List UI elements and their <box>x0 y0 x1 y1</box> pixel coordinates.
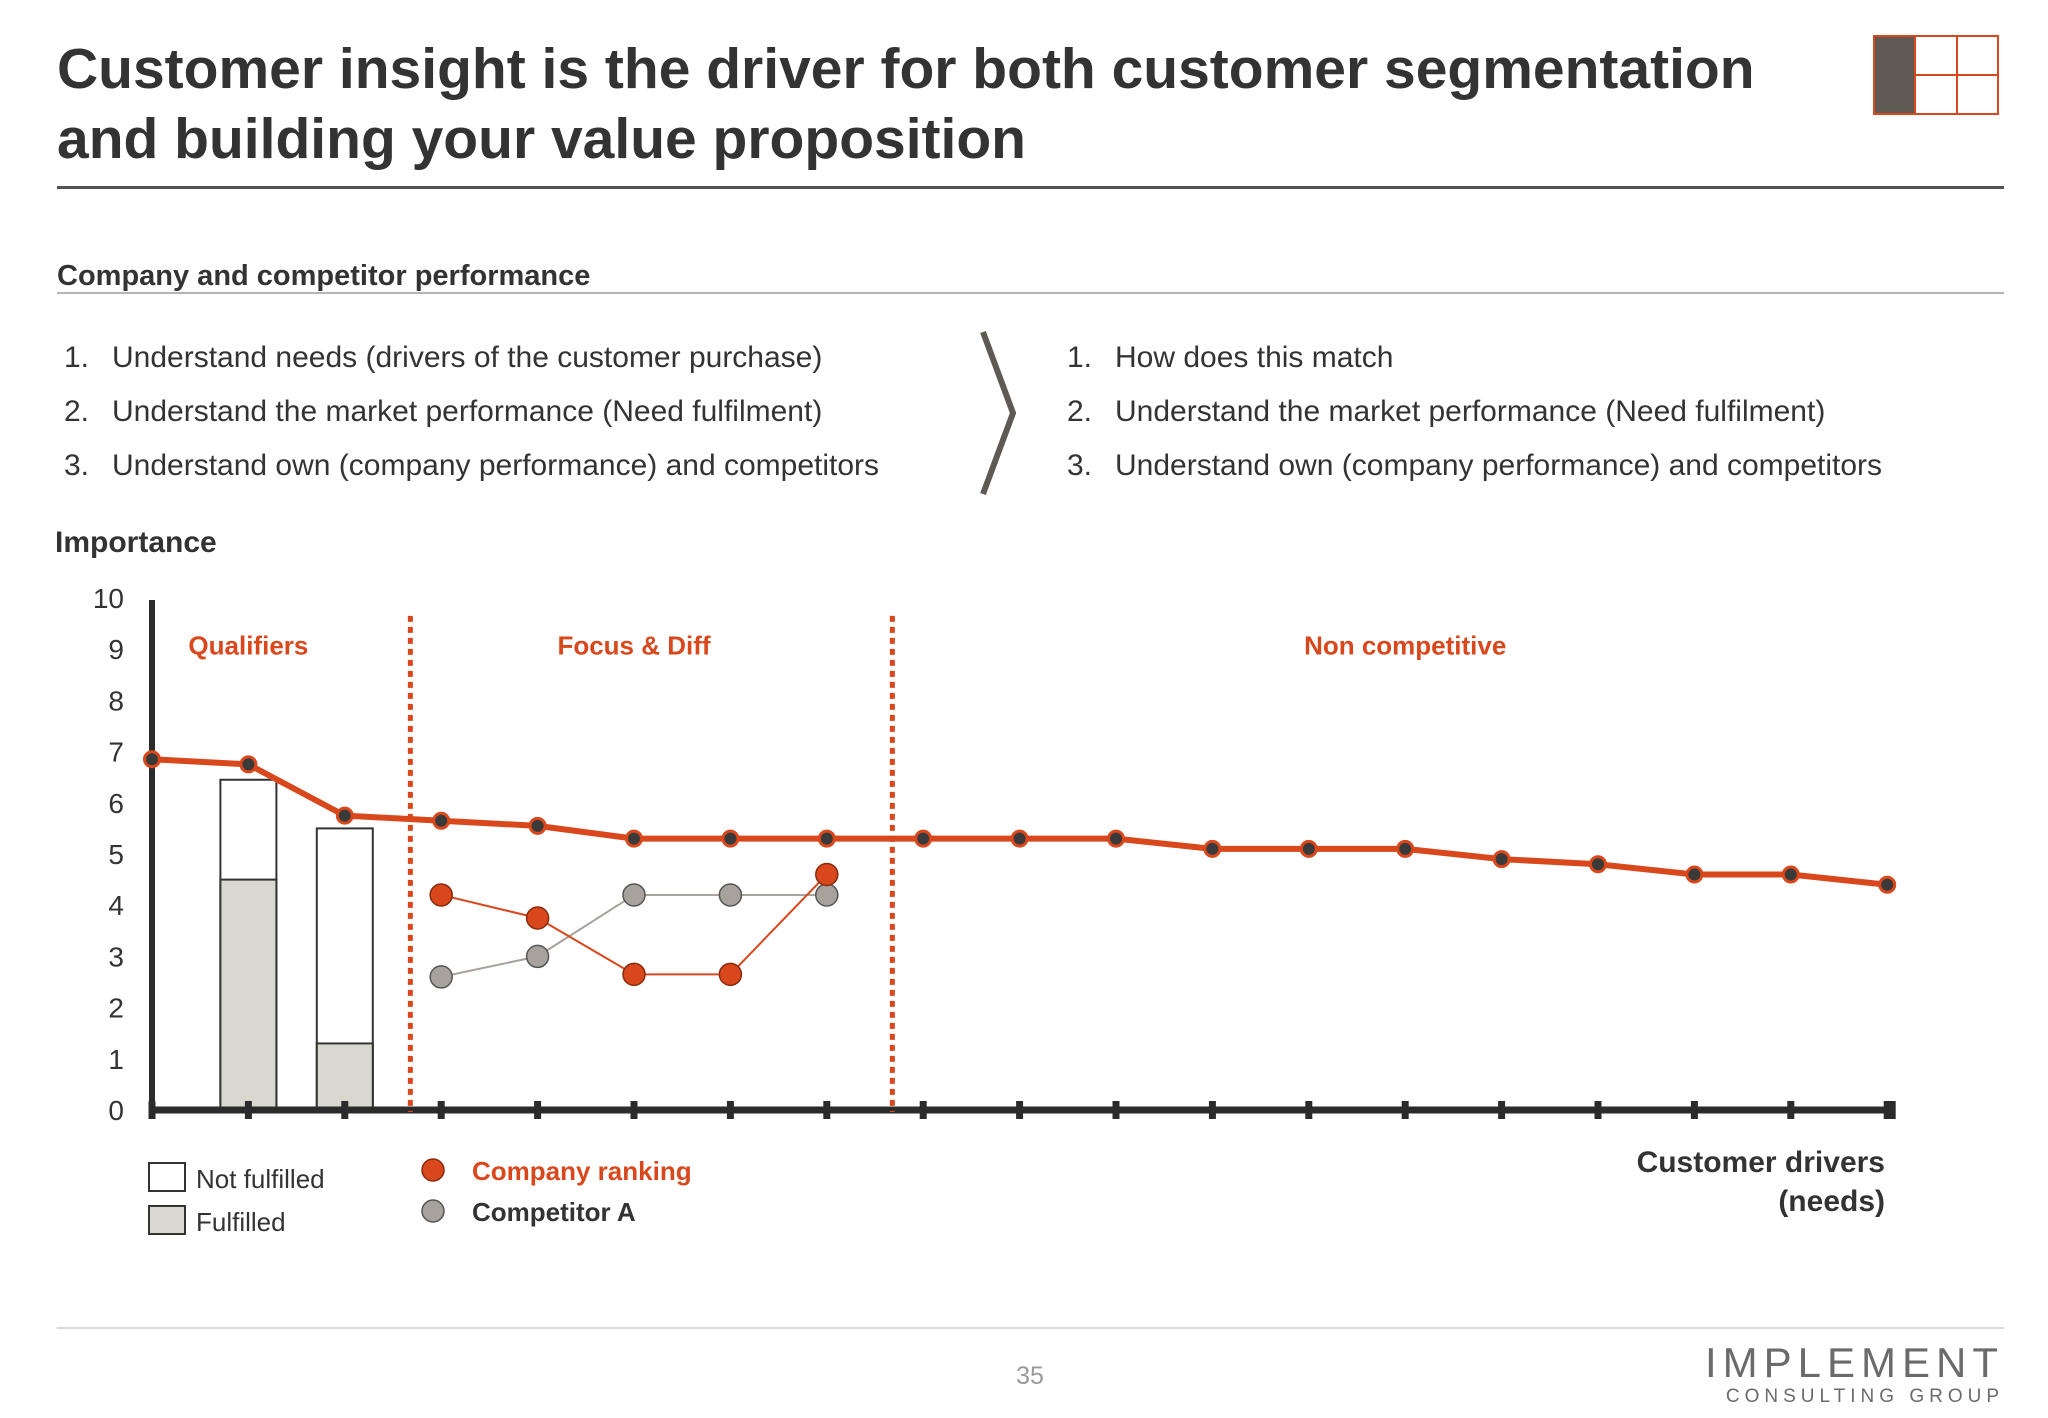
step-text: Understand the market performance (Need … <box>1115 395 1826 428</box>
title-divider <box>57 186 2004 189</box>
importance-point <box>1010 829 1029 848</box>
y-tick-label: 5 <box>108 839 124 870</box>
importance-point <box>1203 839 1222 858</box>
importance-point <box>721 829 740 848</box>
legend-swatch-not-fulfilled <box>148 1162 186 1192</box>
list-item: 2. Understand the market performance (Nee… <box>57 393 987 431</box>
company-point <box>525 906 550 930</box>
region-label: Non competitive <box>1304 630 1506 660</box>
y-tick-label: 2 <box>108 993 124 1024</box>
importance-point <box>528 816 547 835</box>
left-steps-list: 1. Understand needs (drivers of the custo… <box>57 339 987 501</box>
importance-point <box>432 811 451 830</box>
y-axis-label: Importance <box>55 526 217 559</box>
importance-point <box>239 755 258 774</box>
step-text: Understand needs (drivers of the custome… <box>112 341 823 374</box>
importance-point <box>1589 855 1607 874</box>
competitor-point <box>429 965 453 989</box>
company-point <box>429 883 453 907</box>
step-number: 1. <box>1067 341 1093 374</box>
footer-divider <box>57 1327 2004 1329</box>
x-axis-label: (needs) <box>1778 1185 1885 1218</box>
company-point <box>815 862 839 887</box>
competitor-point <box>815 883 839 907</box>
company-point <box>718 962 743 987</box>
step-number: 3. <box>1067 449 1093 482</box>
section-heading: Company and competitor performance <box>57 260 591 292</box>
list-item: 3. Understand own (company performance) a… <box>1060 447 1940 485</box>
list-item: 3. Understand own (company performance) a… <box>57 447 987 485</box>
x-axis-label: Customer drivers <box>1637 1146 1885 1179</box>
y-tick-label: 1 <box>108 1044 124 1075</box>
list-item: 1. Understand needs (drivers of the custo… <box>57 339 987 377</box>
brand-name: IMPLEMENT <box>1704 1339 2004 1386</box>
importance-line <box>151 756 1888 888</box>
competitor-point <box>622 883 646 907</box>
competitor-point <box>718 883 743 907</box>
step-number: 1. <box>64 341 90 374</box>
region-label: Focus & Diff <box>557 630 710 660</box>
y-tick-label: 7 <box>108 737 124 768</box>
y-tick-label: 4 <box>108 890 124 921</box>
importance-point <box>817 829 836 848</box>
list-item: 1. How does this match <box>1060 339 1940 377</box>
y-tick-label: 10 <box>93 583 124 614</box>
legend-label: Competitor A <box>472 1197 636 1227</box>
step-text: Understand own (company performance) and… <box>112 449 880 482</box>
step-text: Understand the market performance (Need … <box>112 395 823 428</box>
legend-label: Not fulfilled <box>196 1164 325 1194</box>
logo-mark-icon <box>1873 35 1999 115</box>
importance-point <box>1492 850 1511 869</box>
legend-label: Fulfilled <box>196 1207 286 1237</box>
y-tick-label: 9 <box>108 634 124 665</box>
logo-mark-fill <box>1875 37 1915 113</box>
page-number: 35 <box>1016 1362 1044 1390</box>
company-point <box>622 962 646 987</box>
importance-point <box>1396 839 1415 858</box>
region-label: Qualifiers <box>188 630 308 660</box>
legend-swatch-fulfilled <box>148 1205 186 1235</box>
importance-point <box>914 829 933 848</box>
y-tick-label: 3 <box>108 941 124 972</box>
importance-point <box>335 806 354 825</box>
step-text: How does this match <box>1115 341 1394 374</box>
step-number: 2. <box>64 395 90 428</box>
legend-marker-company <box>421 1158 445 1182</box>
y-tick-label: 6 <box>108 788 124 819</box>
legend-label: Company ranking <box>472 1156 692 1186</box>
bar-fulfilled <box>219 878 278 1111</box>
importance-point <box>1107 829 1125 848</box>
list-item: 2. Understand the market performance (Nee… <box>1060 393 1940 431</box>
importance-point <box>1299 839 1318 858</box>
section-divider <box>57 292 2004 294</box>
right-steps-list: 1. How does this match 2. Understand the m… <box>1060 339 1940 501</box>
importance-point <box>625 829 643 848</box>
brand-logo: IMPLEMENT CONSULTING GROUP <box>1705 1340 2004 1408</box>
brand-tagline: CONSULTING GROUP <box>1725 1386 2004 1407</box>
y-tick-label: 0 <box>108 1095 124 1126</box>
step-text: Understand own (company performance) and… <box>1115 449 1883 482</box>
competitor-point <box>525 944 550 969</box>
step-number: 2. <box>1067 395 1093 428</box>
y-tick-label: 8 <box>108 685 124 716</box>
step-number: 3. <box>64 449 90 482</box>
importance-point <box>1685 865 1704 884</box>
slide-title: Customer insight is the driver for both … <box>57 37 1755 171</box>
chevron-right-icon <box>980 330 1017 496</box>
bar-fulfilled <box>315 1042 374 1111</box>
importance-point <box>1781 865 1800 884</box>
legend-marker-competitor <box>421 1199 445 1223</box>
importance-point <box>143 750 161 769</box>
importance-point <box>1878 875 1897 894</box>
